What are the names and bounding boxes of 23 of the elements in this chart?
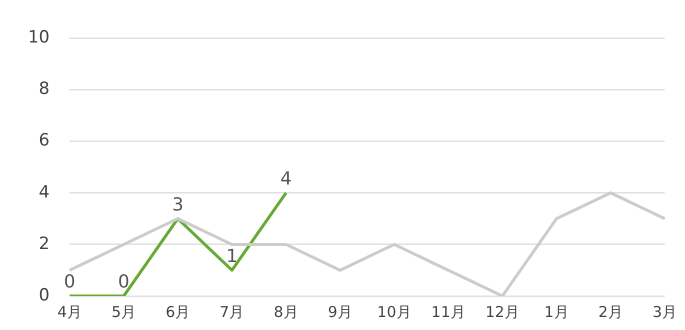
data-label: 4 [280,168,292,190]
x-tick-label: 3月 [652,302,677,321]
x-tick-label: 5月 [111,302,136,321]
data-label: 0 [118,272,130,293]
x-tick-label: 2月 [598,302,623,321]
x-tick-label: 9月 [328,302,352,321]
x-tick-label: 11月 [431,302,466,321]
data-label: 3 [172,194,184,216]
x-tick-label: 8月 [274,302,298,321]
y-tick-label: 6 [38,130,50,151]
y-tick-label: 10 [28,28,50,48]
x-tick-label: 7月 [220,302,244,321]
y-tick-label: 8 [38,79,50,100]
x-tick-label: 12月 [485,302,520,321]
data-label: 1 [226,246,238,267]
data-label: 0 [64,272,76,293]
y-tick-label: 0 [38,285,50,306]
x-tick-label: 10月 [377,302,412,321]
x-tick-label: 6月 [166,302,190,321]
y-tick-label: 4 [38,182,50,202]
x-tick-label: 4月 [57,302,82,321]
y-tick-label: 2 [38,234,50,254]
x-tick-label: 1月 [544,302,569,321]
